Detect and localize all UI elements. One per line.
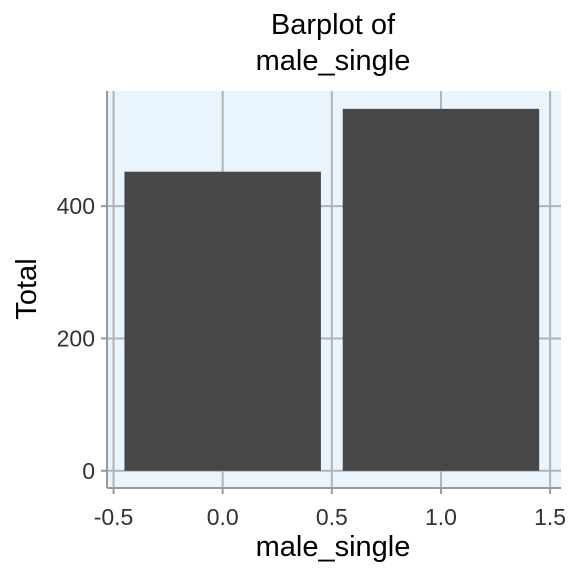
tick-labels: -0.5 0.0 0.5 1.0 1.5 0 200 400 bbox=[57, 193, 566, 530]
chart-title-line-1: Barplot of bbox=[271, 9, 396, 41]
x-tick-label: 0.0 bbox=[207, 504, 239, 530]
axes bbox=[101, 91, 561, 494]
y-tick-label: 200 bbox=[57, 325, 95, 351]
bars bbox=[124, 108, 540, 471]
x-tick-label: -0.5 bbox=[94, 504, 134, 530]
x-axis-label: male_single bbox=[256, 531, 411, 563]
bar-1 bbox=[342, 108, 540, 471]
y-tick-label: 400 bbox=[57, 193, 95, 219]
bar-0 bbox=[124, 171, 321, 471]
chart-title-line-2: male_single bbox=[256, 45, 411, 77]
x-tick-label: 1.0 bbox=[425, 504, 457, 530]
y-tick-label: 0 bbox=[82, 458, 95, 484]
x-tick-label: 1.5 bbox=[534, 504, 566, 530]
y-axis-label: Total bbox=[11, 258, 43, 319]
x-tick-label: 0.5 bbox=[316, 504, 348, 530]
